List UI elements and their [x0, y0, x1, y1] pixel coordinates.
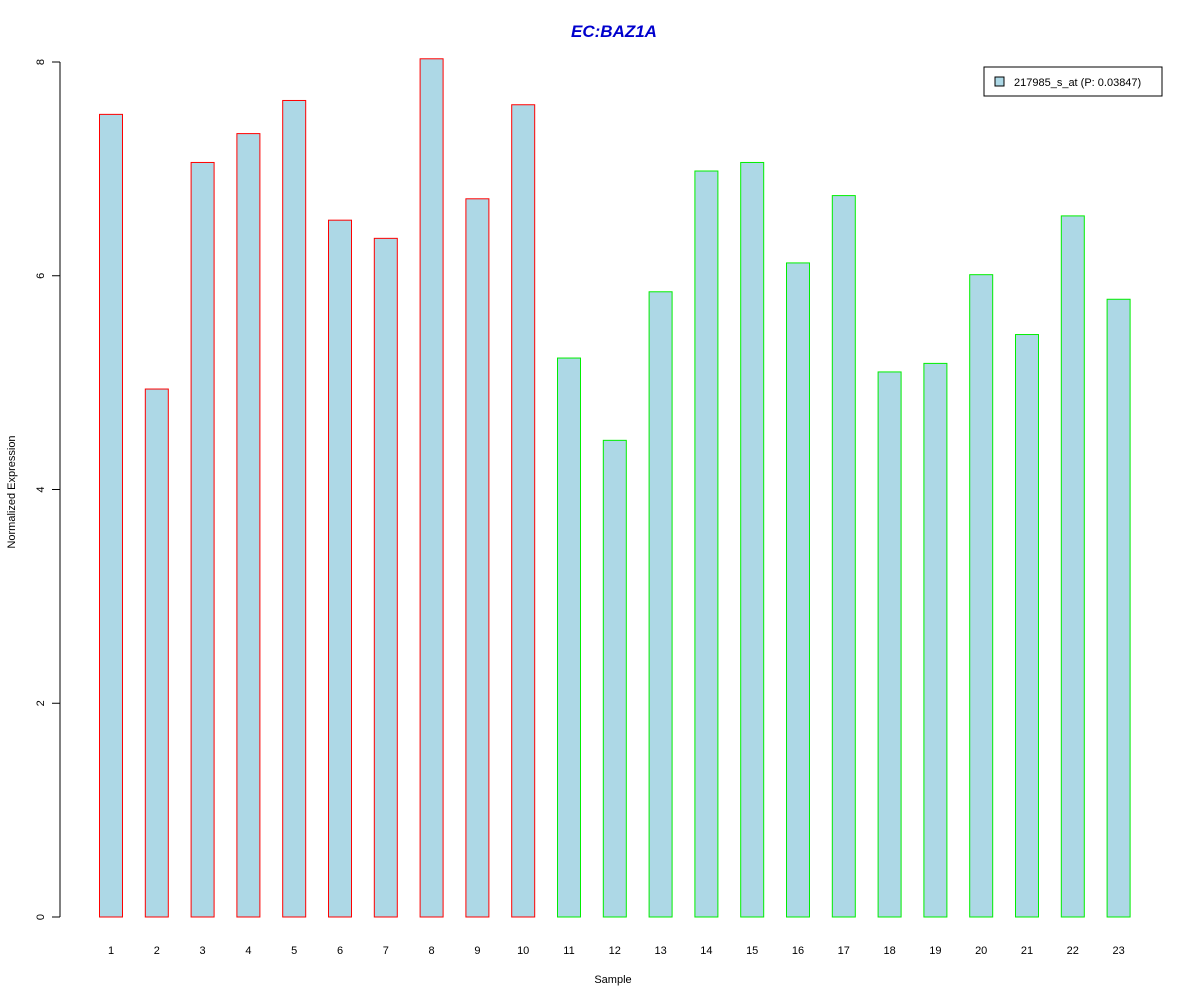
legend-label: 217985_s_at (P: 0.03847): [1014, 77, 1141, 89]
y-tick-label: 0: [35, 914, 47, 920]
x-axis-label: Sample: [594, 974, 631, 986]
y-axis-label: Normalized Expression: [6, 435, 18, 548]
bar-sample-8: [419, 58, 444, 918]
bar-sample-16: [786, 262, 810, 918]
x-tick-label: 2: [154, 945, 160, 957]
bar-sample-17: [831, 195, 856, 918]
x-tick-label: 13: [654, 945, 666, 957]
bar-sample-3: [190, 161, 215, 918]
bar-sample-23: [1106, 298, 1131, 918]
x-tick-label: 21: [1021, 945, 1033, 957]
x-tick-labels: 1 2 3 4 5 6 7 8 9 10 11 12 13 14 15 16 17 18 19 20 21 22 23: [108, 945, 1125, 957]
x-tick-label: 23: [1112, 945, 1124, 957]
legend: 217985_s_at (P: 0.03847): [983, 66, 1163, 97]
bar-sample-6: [328, 219, 352, 918]
bar-sample-22: [1060, 215, 1085, 918]
bar-sample-7: [373, 237, 398, 918]
bar-sample-21: [1015, 334, 1039, 918]
x-tick-label: 20: [975, 945, 987, 957]
x-tick-label: 10: [517, 945, 529, 957]
x-tick-label: 14: [700, 945, 712, 957]
bar-sample-4: [236, 133, 261, 918]
x-tick-label: 1: [108, 945, 114, 957]
y-axis: 0 2 4 6 8: [35, 59, 61, 920]
x-tick-label: 6: [337, 945, 343, 957]
bar-sample-9: [465, 198, 490, 918]
x-tick-label: 4: [245, 945, 251, 957]
x-tick-label: 18: [883, 945, 895, 957]
legend-swatch: [994, 76, 1005, 87]
x-tick-label: 19: [929, 945, 941, 957]
bar-sample-5: [282, 99, 307, 918]
x-tick-label: 11: [563, 945, 574, 957]
bar-sample-1: [99, 113, 123, 918]
bar-sample-10: [511, 104, 536, 918]
bar-sample-14: [694, 170, 719, 918]
x-tick-label: 7: [383, 945, 389, 957]
bar-sample-2: [144, 388, 169, 918]
x-tick-label: 9: [474, 945, 480, 957]
y-tick-label: 6: [35, 273, 47, 279]
bar-sample-19: [923, 362, 948, 918]
legend-box: [983, 66, 1163, 97]
bar-sample-15: [740, 161, 765, 918]
x-tick-label: 8: [429, 945, 435, 957]
bar-sample-12: [602, 439, 627, 918]
x-tick-label: 3: [200, 945, 206, 957]
chart-title: EC:BAZ1A: [571, 22, 657, 41]
bar-sample-20: [969, 274, 994, 918]
x-tick-label: 17: [838, 945, 850, 957]
bar-sample-11: [557, 357, 581, 918]
bar-sample-18: [877, 371, 902, 918]
y-tick-label: 2: [35, 700, 47, 706]
bar-sample-13: [648, 291, 673, 918]
x-tick-label: 22: [1067, 945, 1079, 957]
x-tick-label: 5: [291, 945, 297, 957]
bars: [99, 58, 1131, 918]
x-tick-label: 16: [792, 945, 804, 957]
y-tick-label: 8: [35, 59, 47, 65]
x-tick-label: 12: [609, 945, 621, 957]
y-tick-label: 4: [35, 486, 47, 492]
x-tick-label: 15: [746, 945, 758, 957]
